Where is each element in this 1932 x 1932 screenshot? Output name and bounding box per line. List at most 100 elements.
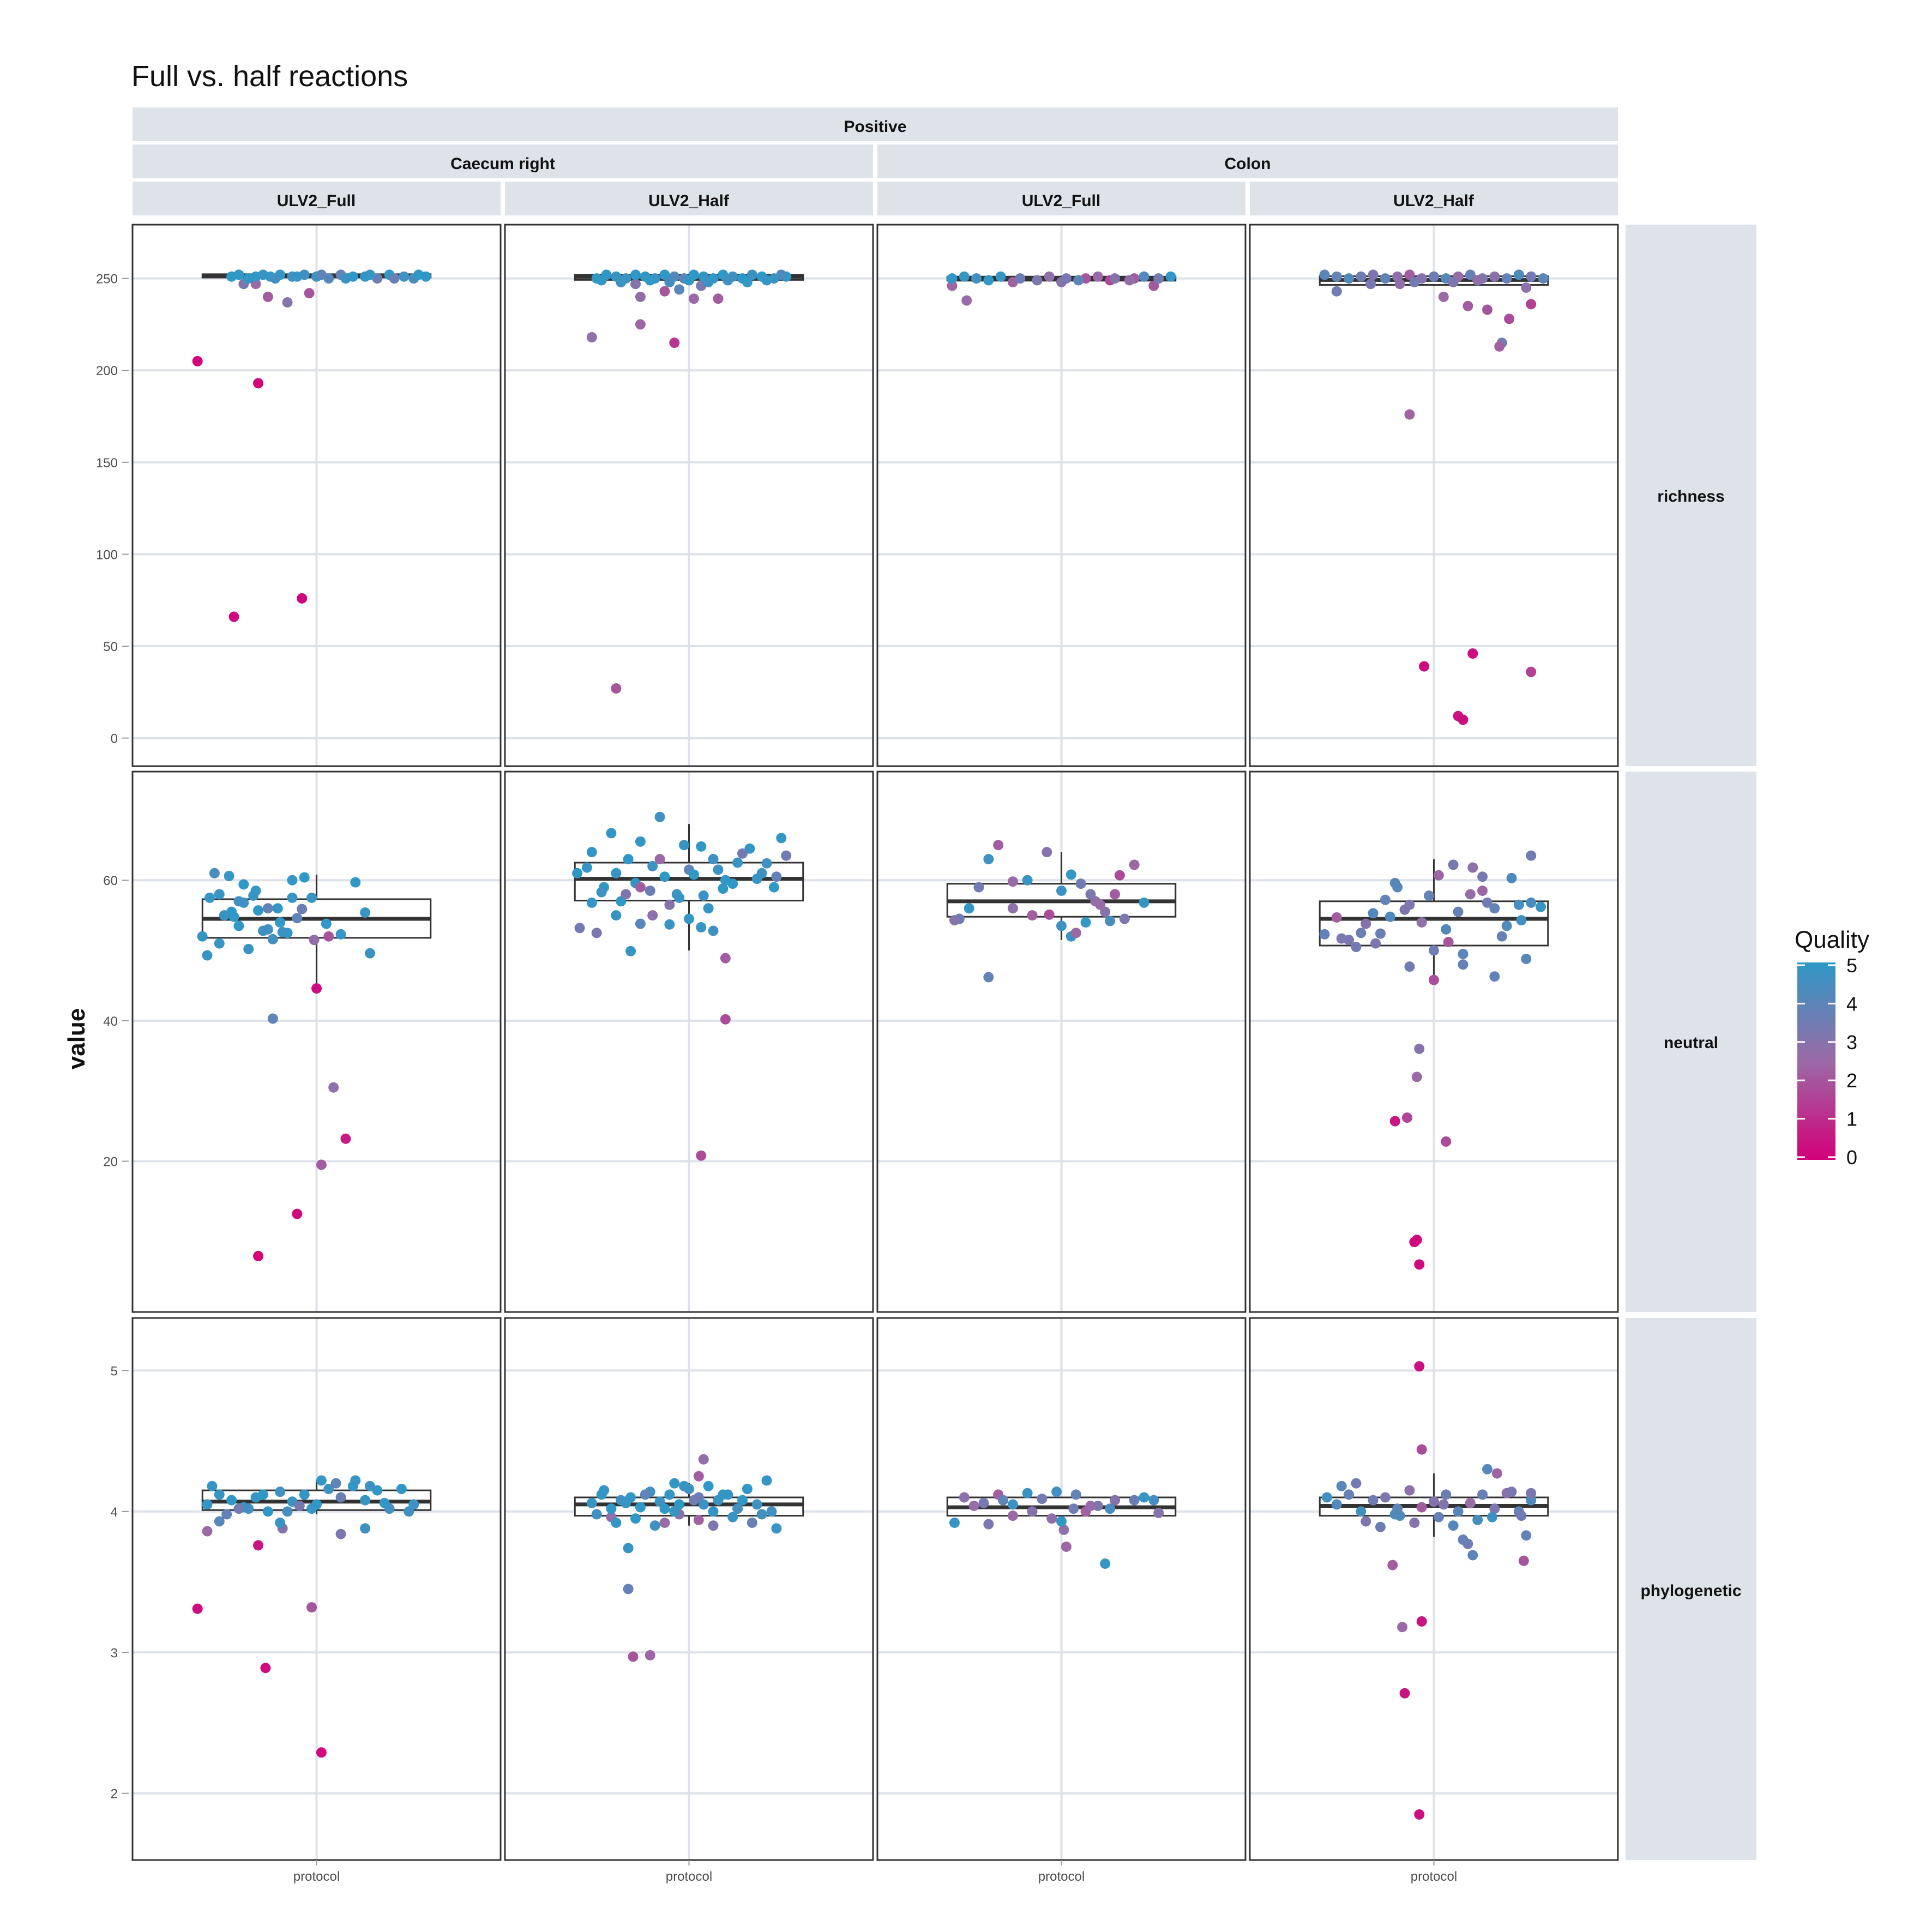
panel-border [504, 224, 874, 767]
data-point [1506, 1486, 1517, 1497]
data-point [1007, 876, 1018, 887]
data-point [1095, 899, 1106, 910]
data-point [1319, 929, 1330, 940]
data-point [214, 938, 225, 949]
panel-phylogenetic-2 [876, 1317, 1247, 1861]
data-point [192, 356, 203, 366]
data-point [983, 1519, 994, 1530]
data-point [1129, 859, 1140, 870]
data-point [1100, 1558, 1111, 1569]
data-point [611, 1518, 622, 1528]
y-axis-label: value [63, 1008, 90, 1070]
data-point [1404, 961, 1415, 972]
data-point [732, 857, 743, 868]
data-point [621, 889, 631, 900]
data-point [316, 269, 327, 280]
box-iqr [1319, 900, 1549, 947]
y-tick-label: 5 [111, 1364, 118, 1379]
data-point [669, 1506, 680, 1517]
data-point [233, 920, 244, 931]
data-point [1321, 1492, 1332, 1503]
data-point [1416, 1616, 1427, 1627]
data-point [328, 1082, 339, 1093]
data-point [611, 910, 622, 921]
data-point [197, 931, 208, 942]
data-point [214, 1516, 225, 1527]
legend-title: Quality [1795, 926, 1869, 953]
data-point [1414, 1259, 1425, 1270]
data-point [1516, 1510, 1527, 1521]
data-point [776, 269, 787, 280]
data-point [659, 269, 670, 280]
data-point [964, 903, 974, 914]
y-tick-label: 250 [96, 272, 118, 287]
data-point [250, 271, 261, 282]
strip-column-label: ULV2_Full [277, 192, 356, 210]
strip-group-background [877, 145, 1618, 178]
data-point [1504, 314, 1515, 324]
data-point [718, 883, 729, 894]
data-point [623, 1543, 634, 1554]
data-point [1429, 271, 1439, 282]
data-point [971, 273, 982, 284]
data-point [949, 1518, 960, 1528]
data-point [316, 1159, 327, 1170]
panel-border [876, 771, 1247, 1313]
legend-tick-label: 4 [1846, 992, 1857, 1015]
data-point [1385, 911, 1395, 922]
y-tick-label: 100 [96, 547, 118, 562]
panel-richness-2 [876, 224, 1247, 767]
panel-border [876, 224, 1247, 767]
data-point [238, 879, 249, 890]
data-point [1416, 1444, 1427, 1455]
legend-tick-label: 3 [1846, 1031, 1857, 1054]
data-point [297, 904, 308, 914]
panel-neutral-3 [1249, 771, 1619, 1313]
data-point [1399, 1688, 1410, 1699]
legend-tick-label: 0 [1846, 1146, 1857, 1169]
data-point [1536, 901, 1546, 912]
strip-row-label: richness [1657, 487, 1724, 505]
data-point [1075, 878, 1086, 889]
y-tick-label: 0 [111, 732, 118, 747]
data-point [959, 1492, 970, 1503]
data-point [684, 275, 694, 286]
data-point [679, 840, 690, 851]
data-point [679, 1480, 690, 1491]
data-point [623, 854, 634, 865]
data-point [1443, 937, 1454, 948]
data-point [1467, 1550, 1478, 1561]
data-point [1046, 1513, 1057, 1524]
data-point [365, 269, 376, 280]
data-point [1044, 271, 1055, 282]
data-point [1465, 269, 1476, 280]
data-point [1401, 1112, 1412, 1123]
data-point [635, 836, 646, 847]
data-point [1165, 271, 1176, 282]
data-point [306, 1602, 317, 1613]
data-point [1458, 948, 1468, 959]
data-point [654, 854, 665, 865]
data-point [1331, 286, 1342, 297]
data-point [257, 1489, 268, 1500]
data-point [1061, 273, 1072, 284]
data-point [1356, 928, 1367, 938]
data-point [781, 850, 792, 861]
data-point [635, 882, 646, 893]
data-point [316, 1475, 327, 1486]
data-point [292, 913, 303, 924]
y-tick-label: 2 [111, 1787, 118, 1802]
data-point [581, 862, 592, 873]
data-point [1526, 271, 1537, 282]
data-point [703, 903, 714, 914]
x-tick-label: protocol [293, 1869, 340, 1884]
data-point [708, 1506, 719, 1517]
data-point [983, 854, 994, 865]
data-point [1319, 269, 1330, 280]
data-point [1119, 913, 1130, 924]
panel-richness-1 [504, 224, 874, 767]
panel-border [1249, 771, 1619, 1313]
strip-row-background [1626, 225, 1756, 766]
data-point [192, 1603, 203, 1614]
x-tick-label: protocol [1038, 1869, 1085, 1884]
